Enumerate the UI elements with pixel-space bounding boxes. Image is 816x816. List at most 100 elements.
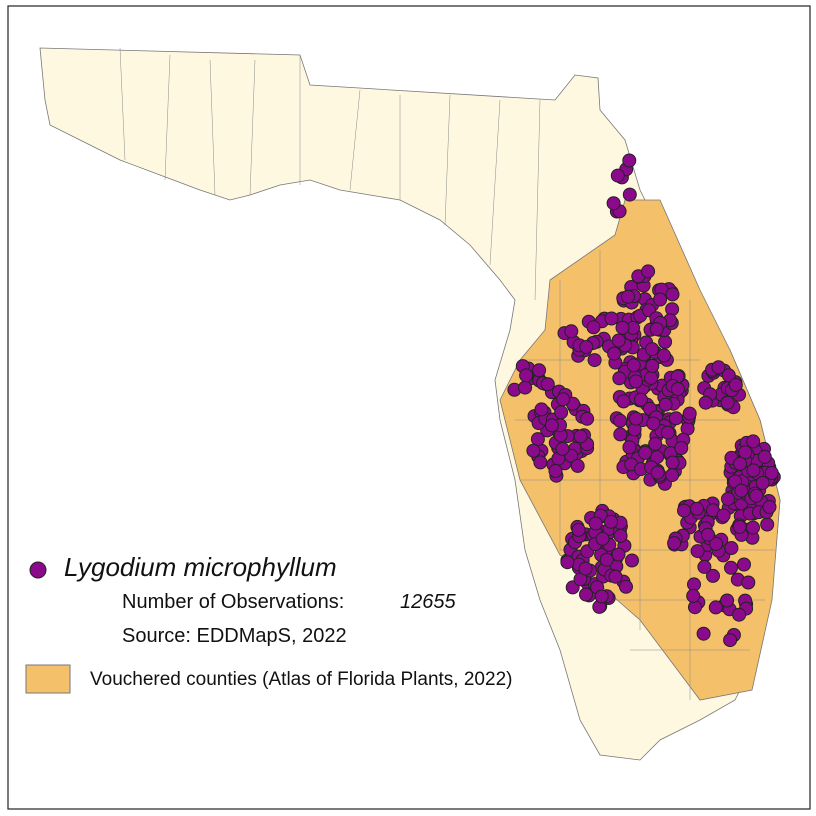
observation-points: [507, 153, 781, 648]
observations-label: Number of Observations:: [122, 591, 344, 613]
legend-point-icon: [29, 561, 47, 579]
observation-point: [622, 153, 637, 168]
observation-point: [669, 411, 683, 426]
observation-point: [728, 377, 743, 392]
observation-point: [746, 434, 761, 449]
observation-point: [544, 418, 559, 433]
observation-point: [674, 441, 689, 455]
observation-point: [616, 394, 631, 409]
observation-point: [555, 441, 570, 456]
observation-point: [658, 334, 673, 349]
observation-point: [548, 464, 563, 478]
observation-point: [737, 557, 751, 572]
observation-point: [762, 500, 777, 514]
observation-point: [746, 520, 760, 535]
observation-point: [556, 392, 571, 407]
observation-point: [697, 559, 712, 574]
observation-point: [682, 406, 697, 421]
observations-count: 12655: [400, 591, 456, 613]
observation-point: [648, 436, 663, 451]
observation-point: [518, 380, 533, 395]
observation-point: [649, 322, 664, 337]
observation-point: [613, 427, 628, 442]
observation-point: [689, 501, 704, 516]
observation-point: [686, 588, 701, 603]
observation-point: [560, 555, 575, 570]
observation-point: [540, 377, 555, 392]
observation-point: [613, 528, 628, 543]
observation-point: [641, 264, 656, 279]
observation-point: [749, 488, 764, 503]
observation-point: [534, 402, 549, 417]
observation-point: [698, 395, 713, 410]
observation-point: [619, 579, 633, 594]
observation-point: [665, 468, 680, 483]
observation-point: [658, 397, 673, 412]
observation-point: [660, 425, 675, 440]
observation-point: [595, 531, 610, 546]
source: Source: EDDMapS, 2022: [122, 625, 347, 647]
observation-point: [644, 370, 659, 385]
observation-point: [621, 289, 635, 304]
observation-point: [716, 508, 731, 523]
observation-point: [526, 443, 541, 458]
observation-point: [638, 445, 653, 460]
observation-point: [690, 544, 705, 559]
legend-swatch: [25, 664, 71, 694]
observation-point: [571, 522, 586, 537]
observation-point: [764, 466, 779, 480]
observation-point: [625, 553, 639, 568]
observation-point: [578, 561, 593, 576]
observation-point: [701, 527, 715, 542]
observation-point: [734, 483, 749, 498]
observation-point: [732, 519, 747, 534]
observation-point: [554, 405, 569, 420]
observation-point: [588, 516, 603, 531]
observation-point: [612, 371, 627, 386]
observation-point: [564, 324, 579, 339]
observation-point: [622, 440, 637, 455]
observation-point: [706, 568, 720, 583]
observation-point: [708, 600, 723, 615]
species-name: Lygodium microphyllum: [64, 552, 337, 582]
observation-point: [587, 353, 602, 368]
observation-point: [645, 342, 660, 357]
observation-point: [586, 320, 601, 335]
observation-point: [634, 392, 648, 407]
observation-point: [720, 593, 735, 608]
observation-point: [580, 411, 595, 426]
observation-point: [721, 492, 735, 506]
observation-point: [711, 360, 726, 375]
observation-point: [608, 569, 623, 584]
observation-point: [665, 455, 680, 470]
observation-point: [724, 560, 738, 575]
observation-point: [667, 536, 682, 551]
observation-point: [530, 432, 545, 447]
observation-point: [570, 458, 585, 473]
observation-point: [650, 465, 665, 480]
observation-point: [532, 363, 547, 378]
observation-point: [760, 517, 775, 532]
observation-point: [738, 445, 753, 460]
observation-point: [657, 348, 671, 363]
observation-point: [533, 455, 548, 470]
observation-point: [696, 626, 711, 641]
observation-point: [606, 196, 621, 211]
observation-point: [645, 358, 660, 373]
vouchered-label: Vouchered counties (Atlas of Florida Pla…: [90, 669, 512, 690]
observation-point: [611, 333, 626, 348]
observation-point: [594, 589, 609, 604]
observation-point: [599, 552, 614, 567]
observation-point: [604, 311, 619, 326]
observation-point: [607, 346, 622, 361]
observation-point: [579, 340, 594, 354]
observation-point: [670, 382, 685, 396]
observation-point: [622, 187, 637, 202]
observation-point: [732, 607, 747, 622]
observation-point: [573, 429, 588, 444]
observation-point: [610, 168, 625, 183]
observation-point: [709, 536, 724, 551]
observation-point: [746, 463, 761, 478]
